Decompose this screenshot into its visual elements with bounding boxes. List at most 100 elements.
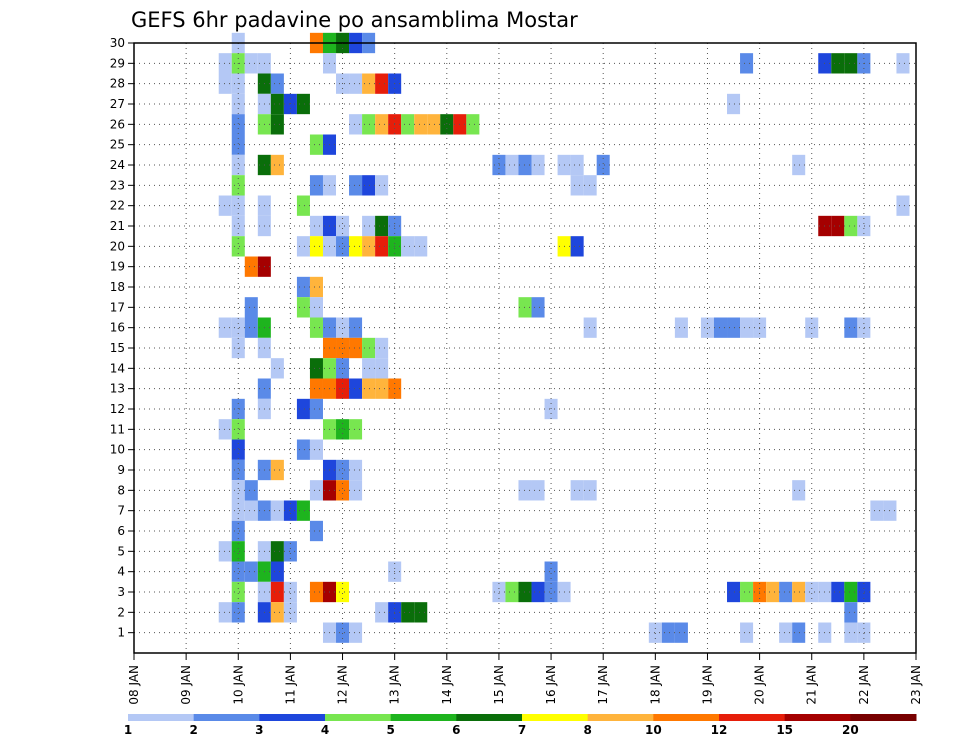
legend-swatch	[325, 714, 392, 721]
heatmap-cell	[309, 378, 323, 399]
y-tick-label: 13	[110, 382, 125, 396]
heatmap-cell	[792, 581, 806, 603]
heatmap-cell	[857, 317, 871, 338]
heatmap-cell	[336, 337, 350, 359]
y-tick-label: 22	[110, 199, 125, 213]
y-tick-label: 17	[110, 300, 125, 314]
x-tick-label: 12 JAN	[336, 665, 350, 705]
heatmap-cell	[270, 358, 284, 379]
heatmap-cell	[296, 439, 310, 460]
x-axis-ticks: 08 JAN 09 JAN 10 JAN 11 JAN 12 JAN 13 JAN 14 J…	[127, 653, 923, 705]
heatmap-cell	[231, 337, 245, 359]
legend-level-label: 2	[189, 723, 197, 737]
heatmap-cell	[896, 195, 910, 216]
heatmap-cell	[296, 297, 310, 318]
heatmap-cell	[309, 317, 323, 338]
heatmap-cell	[531, 297, 545, 318]
heatmap-cell	[231, 561, 245, 582]
heatmap-cell	[831, 581, 845, 603]
y-tick-label: 20	[110, 239, 125, 253]
heatmap-cell	[231, 175, 245, 196]
x-tick-label: 23 JAN	[909, 665, 923, 705]
y-tick-label: 6	[117, 524, 125, 538]
heatmap-cell	[296, 276, 310, 298]
heatmap-cell	[244, 480, 258, 501]
heatmap-cell	[218, 317, 232, 338]
heatmap-cell	[296, 93, 310, 115]
heatmap-cell	[231, 520, 245, 542]
heatmap-cell	[270, 73, 284, 94]
legend-swatch	[784, 714, 851, 721]
heatmap-cell	[727, 581, 741, 603]
heatmap-cell	[375, 73, 389, 94]
heatmap-cell	[375, 175, 389, 196]
heatmap-cell	[336, 581, 350, 603]
heatmap-cell	[844, 622, 858, 643]
y-tick-label: 11	[110, 422, 125, 436]
heatmap-cell	[857, 622, 871, 643]
heatmap-cell	[283, 541, 297, 562]
heatmap-cell	[570, 175, 584, 196]
heatmap-cell	[740, 317, 754, 338]
heatmap-cell	[857, 581, 871, 603]
heatmap-cell	[244, 53, 258, 74]
heatmap-cell	[270, 114, 284, 135]
heatmap-cell	[336, 480, 350, 501]
heatmap-cell	[362, 337, 376, 359]
legend-swatch	[522, 714, 589, 721]
heatmap-cell	[466, 114, 480, 135]
heatmap-cell	[283, 581, 297, 603]
heatmap-cell	[505, 154, 519, 176]
heatmap-cell	[831, 53, 845, 74]
heatmap-cell	[218, 541, 232, 562]
color-legend: 1 2 3 4 5 6 7 8 10 12 15 20	[124, 714, 917, 737]
heatmap-cell	[244, 317, 258, 338]
heatmap-cell	[336, 622, 350, 643]
legend-level-label: 6	[452, 723, 460, 737]
heatmap-cell	[896, 53, 910, 74]
heatmap-cell	[531, 154, 545, 176]
heatmap-cell	[296, 500, 310, 521]
legend-swatch	[587, 714, 654, 721]
y-tick-label: 30	[110, 36, 125, 50]
x-tick-label: 19 JAN	[700, 665, 714, 705]
heatmap-cell	[244, 500, 258, 521]
heatmap-cell	[713, 317, 728, 338]
heatmap-cell	[844, 53, 858, 74]
heatmap-cell	[375, 602, 389, 623]
heatmap-cell	[231, 154, 245, 176]
y-tick-label: 3	[117, 585, 125, 599]
x-tick-label: 08 JAN	[127, 665, 141, 705]
heatmap-cell	[362, 236, 376, 257]
heatmap-cell	[779, 622, 793, 643]
heatmap-cell	[218, 73, 232, 94]
y-tick-label: 7	[117, 504, 125, 518]
x-tick-label: 10 JAN	[231, 665, 245, 705]
legend-level-label: 20	[842, 723, 859, 737]
y-tick-label: 9	[117, 463, 125, 477]
y-tick-label: 15	[110, 341, 125, 355]
heatmap-cell	[349, 480, 363, 501]
y-tick-label: 27	[110, 97, 125, 111]
heatmap-cell	[270, 602, 284, 623]
heatmap-cell	[231, 602, 245, 623]
heatmap-cell	[244, 297, 258, 318]
heatmap-cell	[805, 317, 819, 338]
heatmap-cell	[270, 500, 284, 521]
heatmap-cell	[375, 215, 389, 237]
legend-level-label: 4	[321, 723, 329, 737]
heatmap-cell	[231, 114, 245, 135]
y-tick-label: 25	[110, 138, 125, 152]
x-tick-label: 11 JAN	[283, 665, 297, 705]
heatmap-cell	[492, 581, 506, 603]
y-tick-label: 8	[117, 483, 125, 497]
heatmap-cell	[844, 317, 858, 338]
y-tick-label: 23	[110, 178, 125, 192]
x-tick-label: 14 JAN	[440, 665, 454, 705]
x-tick-label: 15 JAN	[492, 665, 506, 705]
heatmap-cell	[218, 53, 232, 74]
heatmap-cell	[362, 175, 376, 196]
heatmap-cell	[336, 317, 350, 338]
heatmap-cell	[375, 358, 389, 379]
